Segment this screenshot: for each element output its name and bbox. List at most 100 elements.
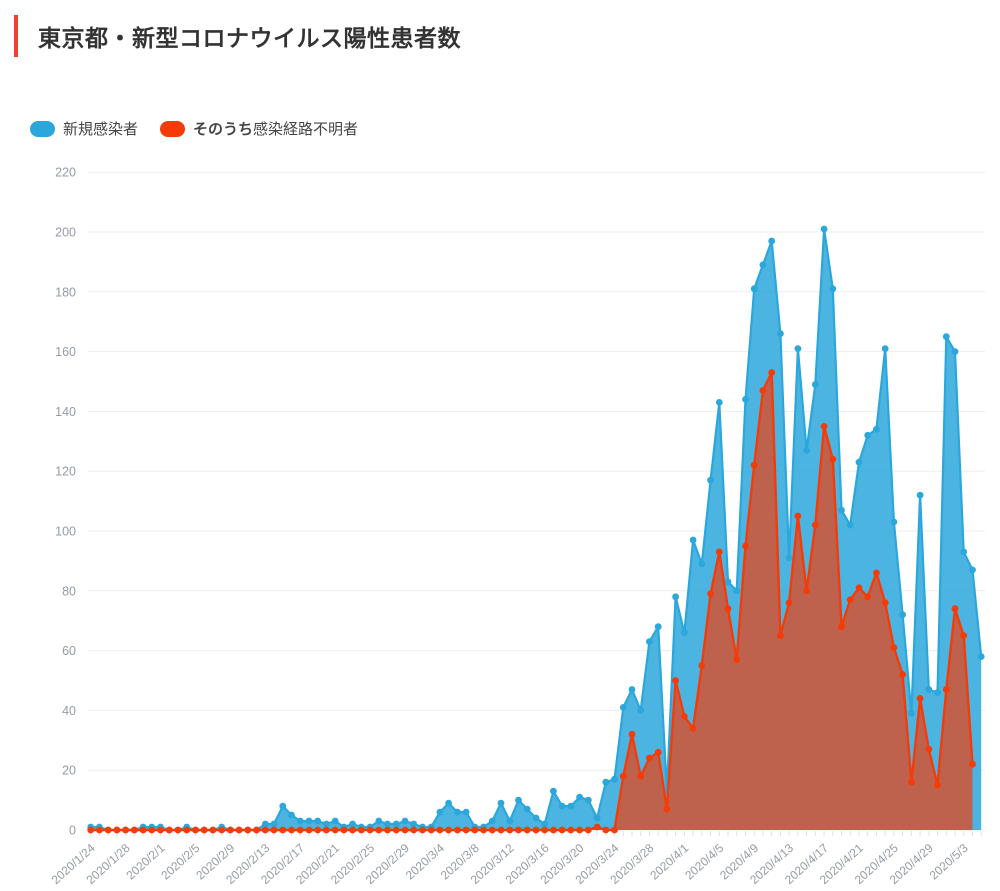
data-point-unknown-route[interactable] [628, 730, 636, 738]
data-point-unknown-route[interactable] [165, 826, 173, 834]
data-point-unknown-route[interactable] [707, 590, 714, 598]
data-point-unknown-route[interactable] [497, 826, 505, 834]
data-point-new-cases[interactable] [314, 817, 322, 825]
data-point-new-cases[interactable] [899, 611, 906, 619]
data-point-unknown-route[interactable] [244, 826, 252, 834]
data-point-unknown-route[interactable] [427, 826, 435, 834]
data-point-unknown-route[interactable] [777, 632, 784, 639]
data-point-new-cases[interactable] [593, 814, 601, 822]
data-point-unknown-route[interactable] [576, 826, 583, 834]
data-point-unknown-route[interactable] [567, 826, 575, 834]
data-point-unknown-route[interactable] [235, 826, 243, 834]
data-point-unknown-route[interactable] [908, 778, 915, 786]
data-point-new-cases[interactable] [628, 686, 636, 693]
data-point-new-cases[interactable] [646, 638, 653, 645]
data-point-unknown-route[interactable] [218, 826, 226, 834]
data-point-new-cases[interactable] [261, 820, 269, 828]
data-point-new-cases[interactable] [838, 506, 845, 514]
data-point-new-cases[interactable] [715, 399, 723, 406]
data-point-unknown-route[interactable] [925, 745, 933, 753]
data-point-unknown-route[interactable] [820, 423, 828, 430]
data-point-new-cases[interactable] [550, 787, 557, 795]
data-point-unknown-route[interactable] [602, 826, 610, 834]
data-point-new-cases[interactable] [925, 686, 933, 693]
data-point-unknown-route[interactable] [960, 632, 968, 639]
data-point-new-cases[interactable] [864, 431, 872, 439]
data-point-unknown-route[interactable] [916, 695, 924, 702]
data-point-unknown-route[interactable] [794, 512, 802, 520]
data-point-unknown-route[interactable] [392, 826, 400, 834]
data-point-new-cases[interactable] [558, 802, 566, 810]
data-point-unknown-route[interactable] [864, 593, 872, 601]
data-point-unknown-route[interactable] [785, 599, 793, 607]
data-point-new-cases[interactable] [681, 629, 688, 637]
data-point-new-cases[interactable] [497, 799, 505, 807]
data-point-unknown-route[interactable] [113, 826, 121, 834]
data-point-unknown-route[interactable] [942, 686, 950, 693]
data-point-unknown-route[interactable] [87, 826, 95, 834]
data-point-unknown-route[interactable] [104, 826, 112, 834]
data-point-new-cases[interactable] [855, 458, 863, 466]
data-point-new-cases[interactable] [288, 811, 295, 819]
data-point-new-cases[interactable] [750, 285, 758, 293]
data-point-unknown-route[interactable] [768, 369, 776, 376]
data-point-unknown-route[interactable] [419, 826, 426, 834]
data-point-unknown-route[interactable] [646, 754, 653, 762]
data-point-unknown-route[interactable] [471, 826, 479, 834]
data-point-new-cases[interactable] [611, 775, 618, 783]
data-point-new-cases[interactable] [279, 802, 287, 810]
data-point-unknown-route[interactable] [715, 548, 723, 556]
data-point-unknown-route[interactable] [593, 823, 601, 831]
data-point-unknown-route[interactable] [122, 826, 129, 834]
data-point-unknown-route[interactable] [698, 662, 706, 669]
data-point-new-cases[interactable] [506, 817, 514, 825]
data-point-unknown-route[interactable] [480, 826, 487, 834]
data-point-unknown-route[interactable] [890, 644, 898, 651]
data-point-new-cases[interactable] [698, 560, 706, 568]
data-point-new-cases[interactable] [977, 653, 985, 660]
data-point-new-cases[interactable] [392, 820, 400, 828]
data-point-new-cases[interactable] [515, 796, 522, 804]
data-point-unknown-route[interactable] [270, 826, 278, 834]
data-point-unknown-route[interactable] [584, 826, 592, 834]
data-point-unknown-route[interactable] [148, 826, 156, 834]
data-point-unknown-route[interactable] [227, 826, 234, 834]
data-point-new-cases[interactable] [619, 704, 627, 711]
data-point-new-cases[interactable] [349, 820, 356, 828]
data-point-unknown-route[interactable] [855, 584, 863, 592]
data-point-new-cases[interactable] [820, 225, 828, 233]
data-point-unknown-route[interactable] [183, 826, 191, 834]
data-point-unknown-route[interactable] [733, 656, 741, 663]
data-point-new-cases[interactable] [584, 796, 592, 804]
data-point-unknown-route[interactable] [663, 805, 671, 813]
data-point-unknown-route[interactable] [296, 826, 304, 834]
data-point-new-cases[interactable] [733, 587, 741, 595]
data-point-new-cases[interactable] [890, 518, 898, 526]
data-point-unknown-route[interactable] [724, 605, 732, 613]
data-point-new-cases[interactable] [803, 446, 810, 454]
data-point-unknown-route[interactable] [305, 826, 313, 834]
data-point-new-cases[interactable] [436, 808, 444, 816]
data-point-new-cases[interactable] [689, 536, 697, 544]
data-point-new-cases[interactable] [707, 476, 714, 484]
data-point-new-cases[interactable] [672, 593, 679, 601]
data-point-new-cases[interactable] [724, 578, 732, 586]
data-point-unknown-route[interactable] [759, 387, 767, 394]
data-point-new-cases[interactable] [829, 285, 837, 293]
data-point-unknown-route[interactable] [488, 826, 496, 834]
data-point-new-cases[interactable] [567, 802, 575, 810]
data-point-unknown-route[interactable] [637, 772, 645, 780]
data-point-unknown-route[interactable] [881, 599, 889, 607]
data-point-unknown-route[interactable] [357, 826, 365, 834]
data-point-new-cases[interactable] [873, 425, 880, 433]
data-point-new-cases[interactable] [488, 817, 496, 825]
data-point-new-cases[interactable] [654, 623, 662, 631]
data-point-unknown-route[interactable] [331, 826, 339, 834]
data-point-unknown-route[interactable] [454, 826, 461, 834]
data-point-unknown-route[interactable] [384, 826, 391, 834]
data-point-new-cases[interactable] [916, 491, 924, 499]
data-point-new-cases[interactable] [846, 521, 854, 529]
data-point-new-cases[interactable] [331, 817, 339, 825]
legend-item-unknown-route[interactable]: そのうち感染経路不明者 [160, 118, 358, 139]
data-point-unknown-route[interactable] [541, 826, 549, 834]
